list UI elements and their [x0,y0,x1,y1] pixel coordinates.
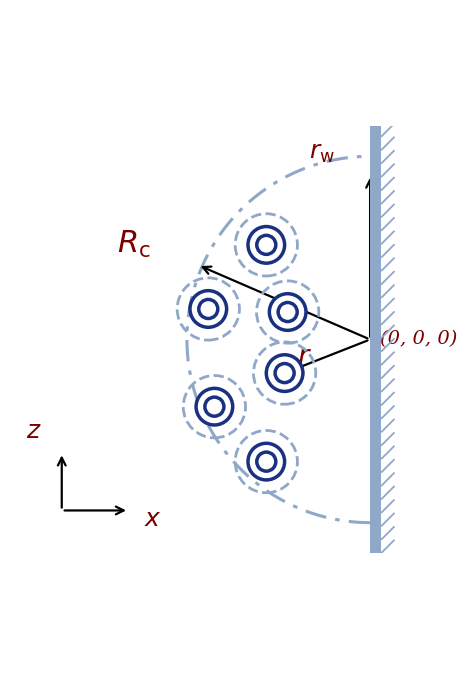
Circle shape [248,443,284,480]
Circle shape [269,294,306,331]
Text: $z$: $z$ [27,420,42,443]
Text: (0, 0, 0): (0, 0, 0) [381,331,458,348]
Circle shape [196,388,233,425]
Circle shape [266,354,303,391]
Circle shape [190,291,227,327]
Text: $r$: $r$ [297,344,312,371]
Circle shape [248,227,284,263]
Text: $x$: $x$ [144,508,162,531]
Text: $R_\mathrm{c}$: $R_\mathrm{c}$ [117,230,150,261]
Text: $r_\mathrm{w}$: $r_\mathrm{w}$ [309,143,335,166]
Bar [370,126,381,553]
